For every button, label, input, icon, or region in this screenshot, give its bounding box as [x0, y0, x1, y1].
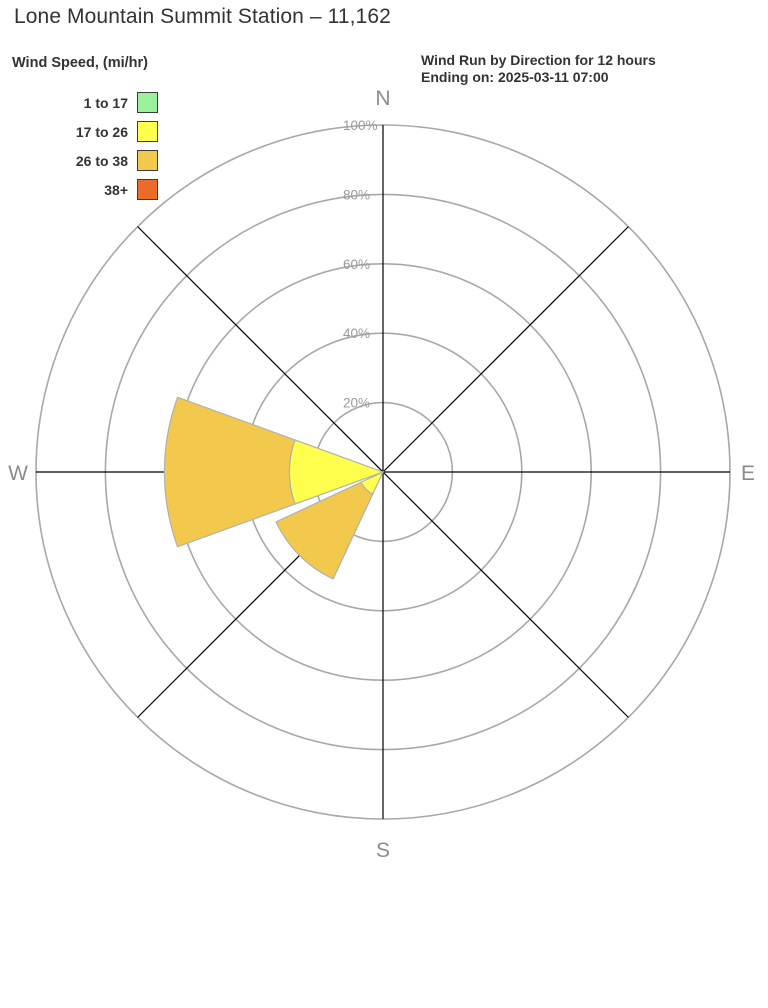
- wind-rose-petal-segment: [275, 481, 374, 580]
- legend-color-swatch: [137, 150, 158, 171]
- direction-spoke: [382, 471, 629, 718]
- legend-color-swatch: [137, 179, 158, 200]
- compass-labels: N E S W: [8, 87, 755, 862]
- legend-item-label: 17 to 26: [75, 123, 128, 140]
- legend-item: 17 to 26: [12, 117, 202, 146]
- direction-spoke: [137, 226, 384, 473]
- legend-item-label: 1 to 17: [83, 94, 128, 111]
- direction-spoke: [382, 226, 629, 473]
- legend-title: Wind Speed, (mi/hr): [12, 55, 149, 71]
- page-title: Lone Mountain Summit Station – 11,162: [14, 5, 391, 28]
- legend-item-label: 26 to 38: [75, 152, 128, 169]
- compass-label-E: E: [741, 462, 755, 485]
- wind-speed-legend: 1 to 17 17 to 26 26 to 38 38+: [12, 88, 202, 204]
- chart-subtitle: Wind Run by Direction for 12 hours Endin…: [421, 52, 656, 86]
- compass-label-N: N: [375, 87, 390, 110]
- legend-item: 26 to 38: [12, 146, 202, 175]
- chart-subtitle-line2: Ending on: 2025-03-11 07:00: [421, 69, 609, 85]
- legend-item: 38+: [12, 175, 202, 204]
- radial-axis-tick-label: 20%: [343, 396, 370, 411]
- radial-axis-tick-label: 80%: [343, 187, 370, 202]
- radial-axis-tick-label: 40%: [343, 326, 370, 341]
- legend-item: 1 to 17: [12, 88, 202, 117]
- legend-color-swatch: [137, 92, 158, 113]
- compass-label-W: W: [8, 462, 28, 485]
- compass-label-S: S: [376, 839, 390, 862]
- wind-rose-petal-segment: [163, 396, 296, 548]
- radial-axis-labels: 20% 40% 60% 80% 100%: [343, 118, 378, 411]
- legend-item-label: 38+: [104, 181, 128, 198]
- wind-rose-petals: [163, 396, 385, 580]
- radial-axis-tick-label: 100%: [343, 118, 378, 133]
- chart-subtitle-line1: Wind Run by Direction for 12 hours: [421, 52, 656, 68]
- radial-axis-tick-label: 60%: [343, 257, 370, 272]
- legend-color-swatch: [137, 121, 158, 142]
